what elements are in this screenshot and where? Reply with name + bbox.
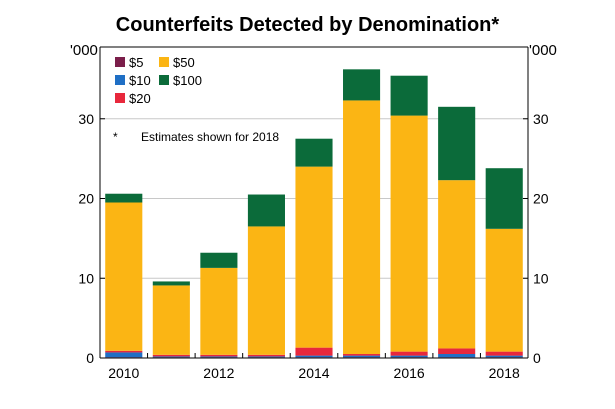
bar-segment	[343, 100, 381, 355]
bar-segment	[438, 354, 476, 358]
bar-segment	[200, 252, 238, 268]
legend-swatch	[159, 75, 169, 85]
legend-label: $50	[173, 55, 195, 70]
bar-segment	[200, 354, 238, 357]
x-tick-label: 2014	[298, 365, 329, 381]
bar-segment	[200, 267, 238, 355]
bar-segment	[343, 69, 381, 101]
y-tick-labels: 0 0 10 10 20 20 30 30	[78, 111, 548, 366]
y-axis-unit-right: '000	[529, 42, 557, 59]
bar-segment	[152, 354, 190, 357]
legend-label: $20	[129, 91, 151, 106]
legend-label: $10	[129, 73, 151, 88]
y-tick-label-right: 30	[533, 111, 549, 127]
chart-title: Counterfeits Detected by Denomination*	[115, 14, 500, 36]
y-tick-label-left: 0	[86, 350, 94, 366]
bar-segment	[343, 355, 381, 358]
chart-note: * Estimates shown for 2018	[113, 130, 279, 144]
bars	[105, 69, 523, 358]
bar-segment	[485, 351, 523, 356]
bar-segment	[295, 138, 333, 167]
bar-segment	[105, 352, 143, 358]
y-tick-label-right: 10	[533, 270, 549, 286]
y-tick-label-right: 0	[533, 350, 541, 366]
bar-segment	[105, 202, 143, 351]
bar-segment	[152, 281, 190, 286]
x-tick-label: 2010	[108, 365, 139, 381]
bar-segment	[438, 180, 476, 349]
y-tick-label-left: 20	[78, 191, 94, 207]
bar-segment	[200, 356, 238, 358]
bar-segment	[247, 354, 285, 357]
plot-frame	[99, 46, 529, 359]
bar-segment	[485, 228, 523, 352]
y-axis-unit-left: '000	[70, 42, 98, 59]
bar-segment	[105, 350, 143, 353]
x-tick-label: 2016	[394, 365, 425, 381]
bar-segment	[390, 351, 428, 356]
bar-segment	[390, 355, 428, 358]
bar-segment	[105, 193, 143, 203]
legend: $5 $10 $20 $50 $100	[115, 55, 202, 106]
legend-label: $5	[129, 55, 143, 70]
bar-segment	[247, 226, 285, 355]
legend-label: $100	[173, 73, 202, 88]
y-tick-label-left: 30	[78, 111, 94, 127]
note-text: Estimates shown for 2018	[141, 130, 279, 144]
bar-segment	[152, 285, 190, 355]
bar-segment	[485, 168, 523, 229]
bar-segment	[390, 115, 428, 352]
legend-swatch	[115, 93, 125, 103]
legend-swatch	[115, 57, 125, 67]
note-marker: *	[113, 130, 118, 144]
bar-segment	[438, 106, 476, 181]
legend-swatch	[115, 75, 125, 85]
bar-segment	[485, 355, 523, 358]
x-tick-label: 2018	[489, 365, 520, 381]
bar-segment	[152, 356, 190, 358]
bar-segment	[343, 354, 381, 356]
bar-segment	[295, 347, 333, 356]
x-tick-label: 2012	[203, 365, 234, 381]
legend-swatch	[159, 57, 169, 67]
y-tick-label-right: 20	[533, 191, 549, 207]
bar-segment	[390, 75, 428, 116]
x-tick-labels: 2010 2012 2014 2016 2018	[108, 353, 520, 381]
bar-segment	[247, 194, 285, 227]
y-tick-label-left: 10	[78, 270, 94, 286]
bar-segment	[247, 356, 285, 358]
bar-segment	[295, 166, 333, 348]
bar-segment	[295, 355, 333, 358]
bar-segment	[438, 348, 476, 355]
